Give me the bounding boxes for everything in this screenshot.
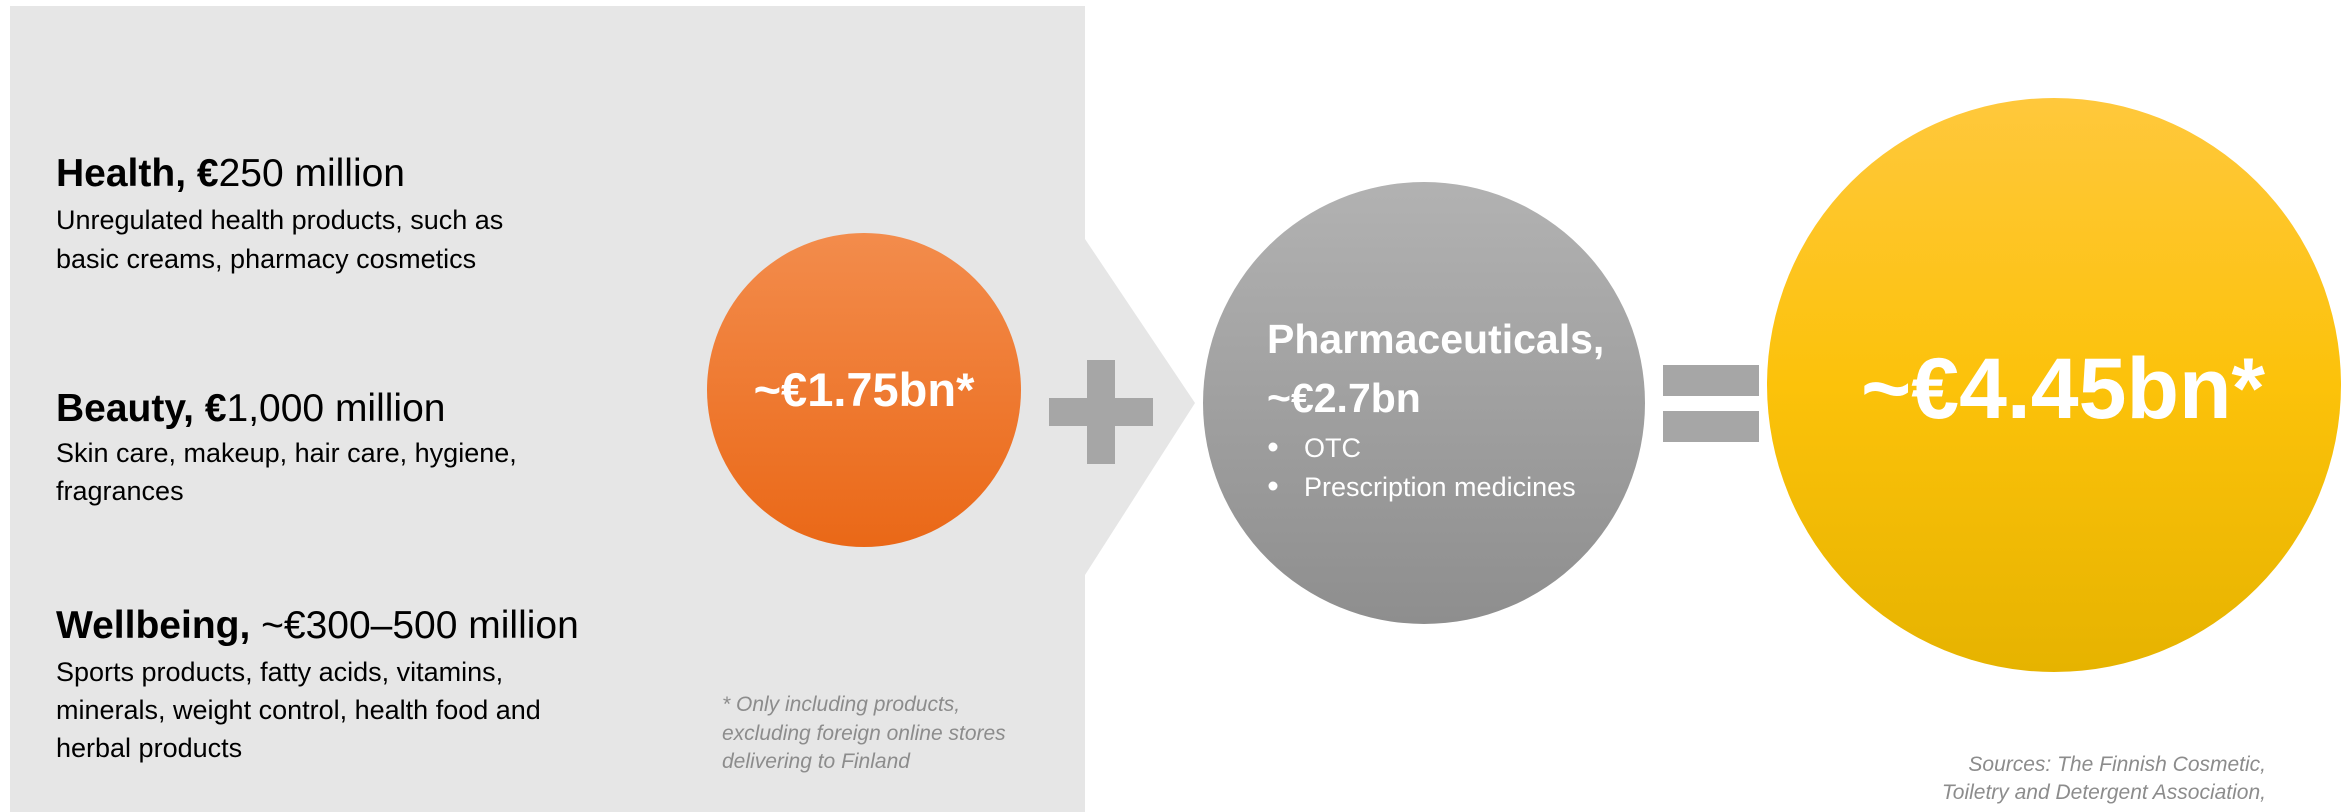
title-rest: ~€300–500 million xyxy=(250,604,579,647)
pharma-title: Pharmaceuticals, xyxy=(1267,316,1604,362)
equals-sign xyxy=(1663,365,1759,442)
title-bold: Health, € xyxy=(56,152,219,195)
consumer-total: ~€1.75bn* xyxy=(754,363,975,416)
bullet xyxy=(1268,442,1278,452)
segment-desc: minerals, weight control, health food an… xyxy=(56,695,541,725)
segment-desc: herbal products xyxy=(56,733,242,763)
consumer-circle xyxy=(707,233,1021,547)
segment-title: Health, €250 million xyxy=(56,152,405,195)
pharma-bullet: OTC xyxy=(1304,433,1361,463)
plus-sign xyxy=(1049,360,1153,464)
segment-desc: Sports products, fatty acids, vitamins, xyxy=(56,657,503,687)
title-bold: Beauty, € xyxy=(56,387,227,430)
segment-title: Beauty, €1,000 million xyxy=(56,387,445,430)
grand-total: ~€4.45bn* xyxy=(1861,341,2265,437)
footnote: * Only including products, xyxy=(722,693,960,716)
pharma-bullet: Prescription medicines xyxy=(1304,472,1576,502)
segment-desc: basic creams, pharmacy cosmetics xyxy=(56,244,476,274)
segment-title: Wellbeing, ~€300–500 million xyxy=(56,604,579,647)
title-bold: Wellbeing, xyxy=(56,604,250,647)
total-circle xyxy=(1767,98,2341,672)
segment-desc: Unregulated health products, such as xyxy=(56,205,503,235)
footnote: delivering to Finland xyxy=(722,750,911,773)
pharma-circle xyxy=(1203,182,1645,624)
bullet xyxy=(1268,481,1278,491)
title-rest: 250 million xyxy=(219,152,405,195)
sources: Sources: The Finnish Cosmetic, xyxy=(1968,753,2266,776)
pharma-value: ~€2.7bn xyxy=(1267,375,1421,421)
segments: Health, €250 million Unregulated health p… xyxy=(56,152,579,763)
footnote: excluding foreign online stores xyxy=(722,722,1006,745)
title-rest: 1,000 million xyxy=(227,387,446,430)
sources: Toiletry and Detergent Association, xyxy=(1942,781,2266,804)
segment-desc: Skin care, makeup, hair care, hygiene, xyxy=(56,438,517,468)
segment-desc: fragrances xyxy=(56,476,184,506)
